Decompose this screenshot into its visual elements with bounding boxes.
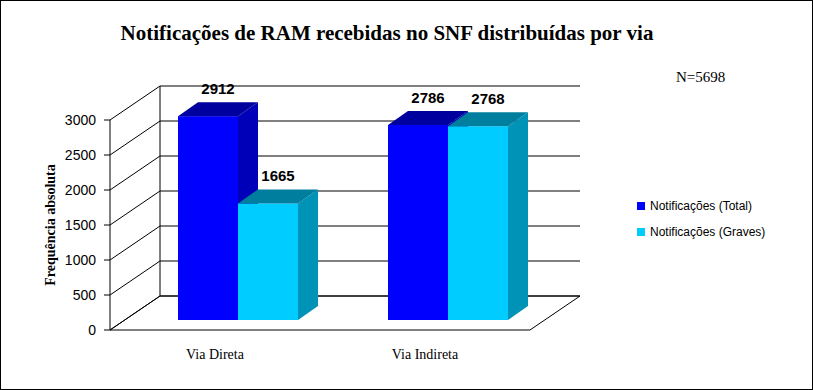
title: Notificações de RAM recebidas no SNF dis… <box>121 21 654 45</box>
bar-front <box>388 125 448 320</box>
chart-svg: Notificações de RAM recebidas no SNF dis… <box>0 0 813 390</box>
data-label: 2786 <box>411 89 444 106</box>
data-label: 1665 <box>261 167 294 184</box>
y-tick-label: 2500 <box>65 147 96 163</box>
data-label: 2912 <box>201 80 234 97</box>
bar <box>238 189 318 320</box>
chart-container: Notificações de RAM recebidas no SNF dis… <box>0 0 813 390</box>
axes: 0 500 1000 1500 2000 2500 3000 <box>65 86 580 338</box>
bar-top <box>178 102 258 116</box>
y-tick <box>104 260 110 261</box>
y-tick <box>104 190 110 191</box>
y-tick-label: 2000 <box>65 182 96 198</box>
bar-front <box>178 116 238 320</box>
bar-side <box>298 189 318 320</box>
y-tick-label: 0 <box>88 322 96 338</box>
bar <box>448 112 528 320</box>
bar-top <box>238 189 318 203</box>
annotation: N=5698 <box>676 69 725 85</box>
y-tick <box>104 120 110 121</box>
y-axis-label: Frequência absoluta <box>43 164 58 285</box>
bar-side <box>508 112 528 320</box>
y-tick <box>104 225 110 226</box>
y-tick-label: 500 <box>73 287 97 303</box>
bar-front <box>448 126 508 320</box>
x-tick-label: Via Indireta <box>392 347 459 362</box>
frame <box>1 1 813 390</box>
y-tick-label: 3000 <box>65 112 96 128</box>
y-tick <box>104 155 110 156</box>
bar-front <box>238 203 298 320</box>
x-tick-label: Via Direta <box>186 347 245 362</box>
legend-label: Notificações (Graves) <box>650 225 765 239</box>
y-tick <box>104 295 110 296</box>
bars <box>178 102 528 320</box>
legend: Notificações (Total) Notificações (Graves… <box>637 199 765 239</box>
legend-swatch <box>637 202 645 210</box>
data-label: 2768 <box>471 90 504 107</box>
legend-swatch <box>637 228 645 236</box>
y-tick-label: 1000 <box>65 252 96 268</box>
data-labels: 2912 1665 2786 2768 <box>201 80 504 184</box>
y-tick-label: 1500 <box>65 217 96 233</box>
bar-top <box>448 112 528 126</box>
legend-label: Notificações (Total) <box>650 199 752 213</box>
y-tick <box>104 330 110 331</box>
